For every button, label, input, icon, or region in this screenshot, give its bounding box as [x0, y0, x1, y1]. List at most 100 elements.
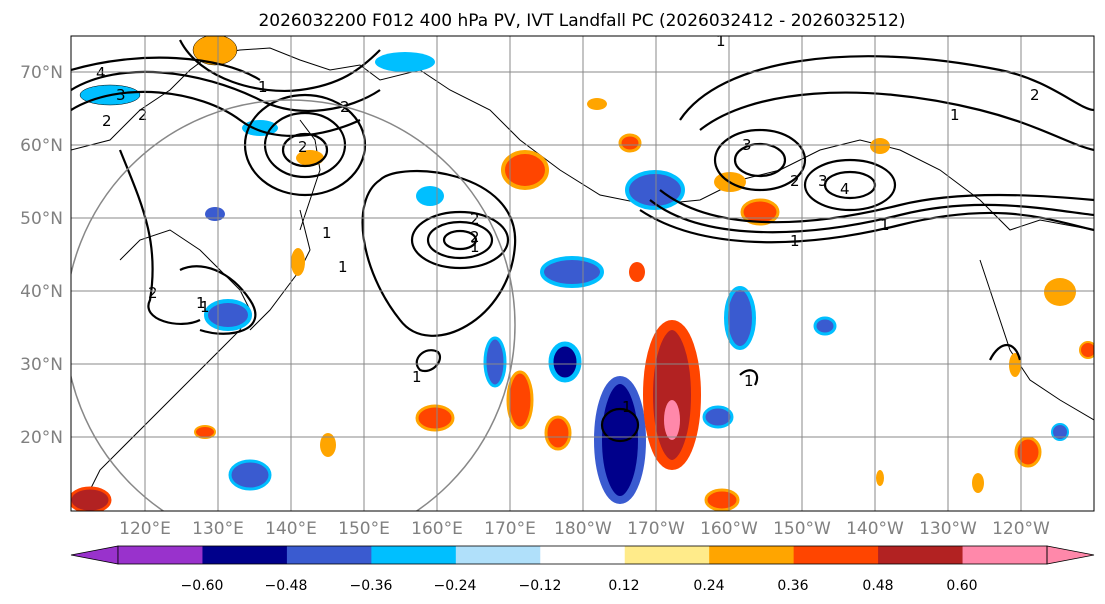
shade-blob	[813, 316, 837, 336]
shade-blob	[320, 433, 336, 457]
contour-line	[281, 132, 329, 168]
contour-label: 2	[148, 284, 158, 302]
contour-label: 4	[96, 64, 106, 82]
contour-line	[179, 265, 257, 335]
contour-line	[659, 189, 1094, 224]
shade-blob	[704, 488, 740, 511]
map-frame	[70, 35, 1095, 512]
contour-label: 1	[950, 106, 960, 124]
contour-label: 2	[790, 172, 800, 190]
shade-blob	[291, 248, 305, 276]
contour-line	[639, 209, 1094, 244]
map-panel: 4 3 2 2 1 2 2 2 1 1 1 1 1 2 1 2 1 3 2 3	[70, 32, 1095, 512]
colorbar-tick-label: 0.24	[693, 578, 724, 594]
contour-line	[410, 210, 510, 270]
lon-label: 170°W	[627, 519, 685, 539]
colorbar-segments	[70, 545, 1095, 565]
lon-label: 160°E	[411, 519, 463, 539]
contour-label: 3	[116, 86, 126, 104]
lon-label: 130°E	[192, 519, 244, 539]
colorbar-segment	[455, 546, 541, 564]
contour-line	[803, 158, 897, 212]
shade-blob	[1044, 278, 1076, 306]
shade-blob	[724, 286, 756, 350]
colorbar-tick-label: −0.48	[265, 578, 308, 594]
map-title: 2026032200 F012 400 hPa PV, IVT Landfall…	[258, 11, 905, 31]
shade-blob	[501, 150, 549, 190]
contour-line	[649, 199, 1094, 234]
lon-label: 120°E	[119, 519, 171, 539]
contour-line	[426, 220, 494, 260]
shade-blob	[548, 341, 582, 383]
contours	[71, 39, 1094, 443]
contour-label: 1	[716, 32, 726, 50]
shade-blob	[629, 262, 645, 282]
colorbar-segment	[371, 546, 457, 564]
shade-blob	[192, 36, 238, 66]
colorbar-segment	[286, 546, 372, 564]
lat-label: 70°N	[20, 63, 63, 83]
contour-label: 2	[470, 228, 480, 246]
shade-blob	[1014, 436, 1042, 468]
lon-label: 140°E	[265, 519, 317, 539]
shade-blob	[876, 470, 884, 486]
lat-label: 50°N	[20, 209, 63, 229]
contour-label: 2	[1030, 86, 1040, 104]
shade-blob	[228, 459, 272, 491]
contour-label: 2	[470, 210, 480, 228]
colorbar-tick-label: 0.48	[862, 578, 893, 594]
lat-label: 60°N	[20, 136, 63, 156]
colorbar-tick-label: −0.24	[434, 578, 477, 594]
contour-line	[679, 55, 1094, 121]
contour-line	[733, 142, 787, 178]
contour-line	[989, 343, 1022, 361]
contour-label: 2	[298, 138, 308, 156]
lon-label: 160°W	[700, 519, 758, 539]
colorbar-extend-right	[1046, 545, 1095, 565]
colorbar-segment	[540, 546, 626, 564]
colorbar-segment	[793, 546, 879, 564]
contour-label: 1	[622, 398, 632, 416]
lon-label: 150°W	[773, 519, 831, 539]
shade-blob	[375, 52, 435, 72]
shade-blob	[702, 405, 734, 429]
contour-label: 1	[470, 238, 480, 256]
colorbar-segment	[962, 546, 1048, 564]
contour-labels: 4 3 2 2 1 2 2 2 1 1 1 1 1 2 1 2 1 3 2 3	[96, 32, 1040, 416]
lat-label: 20°N	[20, 428, 63, 448]
lon-label: 120°W	[992, 519, 1050, 539]
shade-blob	[587, 98, 607, 110]
colorbar-segment	[624, 546, 710, 564]
lat-label: 40°N	[20, 282, 63, 302]
shade-blob	[1079, 341, 1094, 359]
colorbar-segment	[118, 546, 203, 564]
contour-line	[179, 39, 381, 92]
colorbar-tick-label: 0.12	[608, 578, 639, 594]
colorbar-segment	[202, 546, 288, 564]
latitude-labels: 70°N 60°N 50°N 40°N 30°N 20°N	[20, 63, 63, 448]
colorbar-frame	[117, 545, 1048, 565]
colorbar-extend-left	[70, 545, 119, 565]
shade-blob	[205, 207, 225, 221]
lon-label: 140°W	[846, 519, 904, 539]
shade-blob	[972, 473, 984, 493]
contour-line	[71, 90, 361, 137]
colorbar-tick-label: 0.60	[946, 578, 977, 594]
shade-blob	[506, 370, 534, 430]
colorbar-tick-labels: −0.60 −0.48 −0.36 −0.24 −0.12 0.12 0.24 …	[181, 578, 978, 594]
contour-line	[600, 407, 640, 443]
longitude-labels: 120°E 130°E 140°E 150°E 160°E 170°E 180°…	[119, 519, 1050, 539]
shade-blob	[416, 186, 444, 206]
shade-blob	[296, 150, 324, 166]
lat-label: 30°N	[20, 355, 63, 375]
shade-blob	[664, 400, 680, 440]
shade-blob	[1051, 423, 1069, 441]
contour-line	[739, 369, 759, 386]
gridlines	[71, 36, 1094, 511]
lon-label: 130°W	[919, 519, 977, 539]
colorbar-tick-label: −0.12	[519, 578, 562, 594]
colorbar-tick-label: 0.36	[777, 578, 808, 594]
shade-blob	[204, 299, 252, 331]
shade-blob	[625, 170, 685, 210]
